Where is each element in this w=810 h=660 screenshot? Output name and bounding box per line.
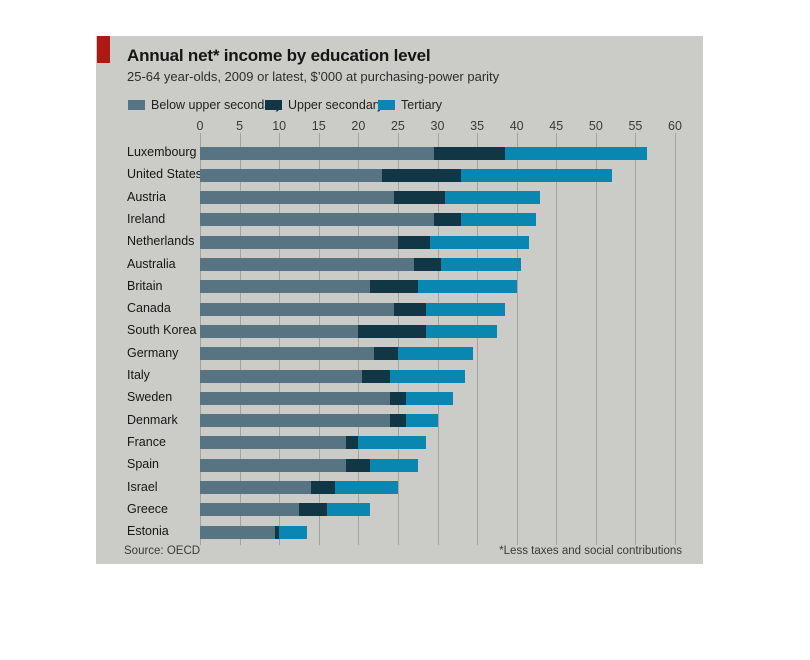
bar-below-upper-secondary	[200, 481, 311, 494]
axis-tick-label: 50	[588, 119, 603, 133]
source-text: Source: OECD	[124, 545, 201, 557]
axis-tick-label: 25	[390, 119, 405, 133]
gridline	[675, 133, 676, 545]
chart-subtitle: 25-64 year-olds, 2009 or latest, $’000 a…	[127, 69, 500, 84]
bar-below-upper-secondary	[200, 347, 375, 361]
country-label: Greece	[127, 501, 168, 516]
bar-below-upper-secondary	[200, 414, 390, 428]
gridline	[200, 133, 201, 545]
bar-below-upper-secondary	[200, 369, 363, 383]
gridline	[318, 133, 320, 545]
country-label: Italy	[127, 368, 150, 382]
country-label: Sweden	[127, 390, 173, 405]
legend-swatch	[378, 100, 395, 110]
bar-below-upper-secondary	[200, 146, 434, 160]
legend-label: Below upper secondary	[151, 98, 282, 112]
bar-below-upper-secondary	[200, 458, 347, 472]
gridline	[635, 133, 637, 545]
bar-below-upper-secondary	[200, 258, 414, 271]
gridline	[516, 133, 518, 545]
footnote-text: *Less taxes and social contributions	[499, 545, 682, 557]
gridline	[239, 133, 241, 545]
bar-below-upper-secondary	[200, 191, 394, 205]
country-label: Britain	[127, 278, 163, 293]
country-label: Austria	[127, 189, 166, 204]
legend-swatch	[265, 100, 282, 110]
country-label: Ireland	[127, 211, 166, 226]
chart-panel: Annual net* income by education level 25…	[96, 36, 703, 564]
bar-below-upper-secondary	[200, 391, 390, 405]
axis-tick-label: 0	[196, 119, 204, 133]
bar-below-upper-secondary	[200, 280, 371, 294]
chart-title: Annual net* income by education level	[127, 46, 431, 65]
plot-area: 0 5 10 15 20 25 30 35 40 45 50 55 60 Luxembourg United…	[96, 36, 703, 564]
bar-below-upper-secondary	[200, 525, 276, 539]
country-label: Canada	[127, 301, 171, 316]
bar-below-upper-secondary	[200, 235, 398, 249]
bar-below-upper-secondary	[200, 436, 347, 450]
axis-tick-label: 35	[470, 119, 485, 133]
legend-item: Tertiary	[378, 96, 442, 112]
bar-below-upper-secondary	[200, 503, 299, 517]
country-label: Germany	[127, 345, 179, 360]
legend-item: Below upper secondary	[128, 96, 282, 112]
axis-tick-label: 5	[236, 119, 244, 133]
axis-tick-label: 20	[351, 119, 366, 133]
gridline	[556, 133, 558, 545]
axis-tick-label: 60	[668, 119, 682, 133]
country-label: Denmark	[127, 412, 178, 427]
country-label: United States	[127, 167, 203, 182]
country-label: Estonia	[127, 524, 169, 539]
bar-below-upper-secondary	[200, 168, 383, 182]
gridline	[477, 133, 479, 545]
legend-swatch	[128, 100, 145, 110]
country-label: Luxembourg	[127, 145, 197, 159]
gridline	[437, 133, 439, 545]
bar-below-upper-secondary	[200, 302, 394, 316]
axis-tick-label: 10	[272, 119, 287, 133]
country-label: Netherlands	[127, 234, 195, 249]
country-label: France	[127, 434, 166, 449]
axis-tick-label: 40	[509, 119, 524, 133]
legend-item: Upper secondary	[265, 96, 384, 112]
country-label: Australia	[127, 256, 176, 271]
gridline	[358, 133, 360, 545]
legend-label: Tertiary	[401, 98, 442, 112]
axis-tick-label: 30	[430, 119, 445, 133]
country-label: South Korea	[127, 323, 197, 338]
axis-tick-label: 55	[628, 119, 643, 133]
country-label: Spain	[127, 457, 159, 472]
gridline	[279, 133, 281, 545]
bar-below-upper-secondary	[200, 324, 359, 338]
economist-red-tab	[97, 36, 110, 63]
axis-tick-label: 15	[311, 119, 326, 133]
axis-tick-label: 45	[549, 119, 564, 133]
bar-below-upper-secondary	[200, 213, 434, 227]
legend-label: Upper secondary	[288, 98, 384, 112]
gridline	[595, 133, 597, 545]
country-label: Israel	[127, 479, 158, 494]
gridline	[397, 133, 399, 545]
